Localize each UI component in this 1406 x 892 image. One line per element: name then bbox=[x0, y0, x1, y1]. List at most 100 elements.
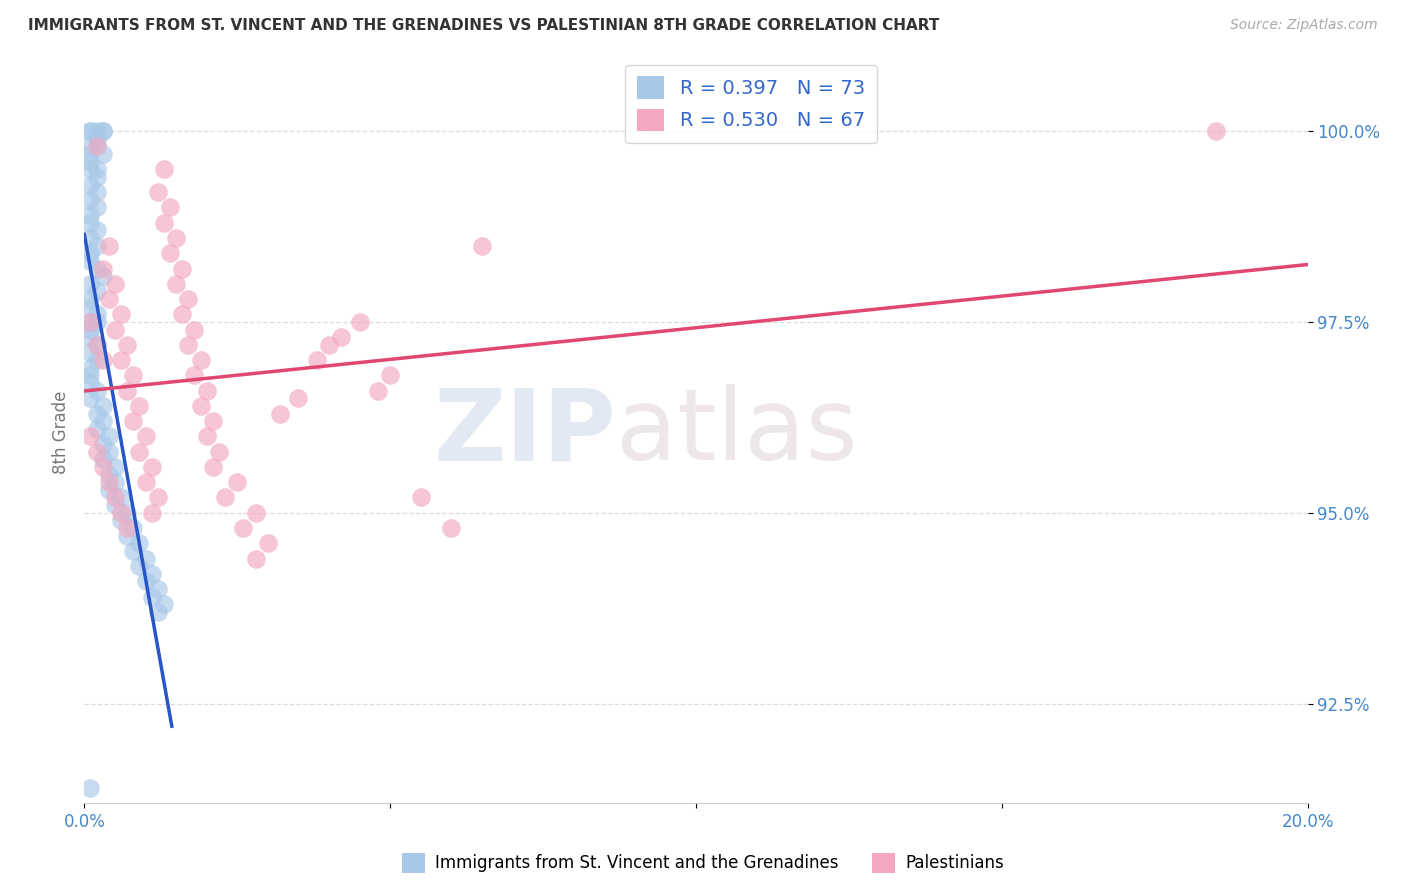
Point bbox=[318, 338, 340, 352]
Point bbox=[86, 238, 108, 252]
Point bbox=[91, 147, 114, 161]
Point bbox=[1205, 124, 1227, 138]
Point bbox=[141, 460, 163, 475]
Point bbox=[122, 368, 145, 383]
Point bbox=[177, 292, 200, 306]
Point bbox=[86, 285, 108, 299]
Point bbox=[86, 384, 108, 398]
Point bbox=[79, 277, 101, 291]
Point bbox=[79, 253, 101, 268]
Point bbox=[86, 139, 108, 153]
Text: atlas: atlas bbox=[616, 384, 858, 481]
Point bbox=[79, 216, 101, 230]
Point bbox=[226, 475, 249, 490]
Point bbox=[91, 124, 114, 138]
Point bbox=[115, 384, 138, 398]
Point bbox=[190, 353, 212, 368]
Point bbox=[104, 322, 127, 336]
Point bbox=[79, 780, 101, 795]
Legend: R = 0.397   N = 73, R = 0.530   N = 67: R = 0.397 N = 73, R = 0.530 N = 67 bbox=[626, 65, 876, 143]
Point bbox=[79, 360, 101, 375]
Point bbox=[349, 315, 371, 329]
Point bbox=[79, 429, 101, 443]
Point bbox=[86, 261, 108, 276]
Point bbox=[79, 154, 101, 169]
Point bbox=[86, 338, 108, 352]
Point bbox=[177, 338, 200, 352]
Text: ZIP: ZIP bbox=[433, 384, 616, 481]
Point bbox=[104, 277, 127, 291]
Point bbox=[79, 147, 101, 161]
Point bbox=[330, 330, 353, 344]
Point bbox=[172, 261, 194, 276]
Point bbox=[79, 391, 101, 405]
Y-axis label: 8th Grade: 8th Grade bbox=[52, 391, 70, 475]
Point bbox=[79, 300, 101, 314]
Point bbox=[146, 185, 169, 199]
Point bbox=[172, 307, 194, 321]
Point bbox=[214, 491, 236, 505]
Point bbox=[97, 292, 120, 306]
Point bbox=[409, 491, 432, 505]
Point bbox=[305, 353, 328, 368]
Point bbox=[110, 491, 132, 505]
Point bbox=[115, 338, 138, 352]
Point bbox=[91, 353, 114, 368]
Point bbox=[86, 185, 108, 199]
Point bbox=[86, 132, 108, 146]
Point bbox=[91, 261, 114, 276]
Point bbox=[367, 384, 389, 398]
Point bbox=[79, 315, 101, 329]
Point bbox=[79, 208, 101, 222]
Point bbox=[86, 338, 108, 352]
Text: IMMIGRANTS FROM ST. VINCENT AND THE GRENADINES VS PALESTINIAN 8TH GRADE CORRELAT: IMMIGRANTS FROM ST. VINCENT AND THE GREN… bbox=[28, 18, 939, 33]
Point bbox=[86, 124, 108, 138]
Point bbox=[97, 475, 120, 490]
Point bbox=[128, 444, 150, 458]
Point bbox=[97, 483, 120, 497]
Point bbox=[128, 399, 150, 413]
Point bbox=[201, 460, 224, 475]
Point bbox=[104, 475, 127, 490]
Point bbox=[104, 460, 127, 475]
Point bbox=[232, 521, 254, 535]
Point bbox=[201, 414, 224, 428]
Text: Source: ZipAtlas.com: Source: ZipAtlas.com bbox=[1230, 18, 1378, 32]
Point bbox=[97, 429, 120, 443]
Point bbox=[471, 238, 494, 252]
Point bbox=[115, 521, 138, 535]
Point bbox=[91, 414, 114, 428]
Point bbox=[91, 399, 114, 413]
Point bbox=[135, 551, 157, 566]
Point bbox=[245, 506, 267, 520]
Point bbox=[122, 544, 145, 558]
Point bbox=[135, 429, 157, 443]
Point bbox=[91, 124, 114, 138]
Point bbox=[195, 384, 218, 398]
Point bbox=[146, 491, 169, 505]
Point bbox=[86, 444, 108, 458]
Point bbox=[110, 353, 132, 368]
Point bbox=[79, 368, 101, 383]
Point bbox=[97, 238, 120, 252]
Point bbox=[380, 368, 402, 383]
Point bbox=[86, 169, 108, 184]
Point bbox=[153, 216, 176, 230]
Point bbox=[141, 590, 163, 604]
Point bbox=[79, 315, 101, 329]
Point bbox=[79, 193, 101, 207]
Point bbox=[110, 307, 132, 321]
Point bbox=[195, 429, 218, 443]
Point bbox=[86, 223, 108, 237]
Point bbox=[128, 536, 150, 550]
Point bbox=[86, 407, 108, 421]
Point bbox=[153, 598, 176, 612]
Point bbox=[245, 551, 267, 566]
Point bbox=[79, 376, 101, 390]
Point bbox=[183, 368, 205, 383]
Point bbox=[86, 139, 108, 153]
Point bbox=[104, 491, 127, 505]
Point bbox=[79, 322, 101, 336]
Point bbox=[79, 139, 101, 153]
Legend: Immigrants from St. Vincent and the Grenadines, Palestinians: Immigrants from St. Vincent and the Gren… bbox=[395, 847, 1011, 880]
